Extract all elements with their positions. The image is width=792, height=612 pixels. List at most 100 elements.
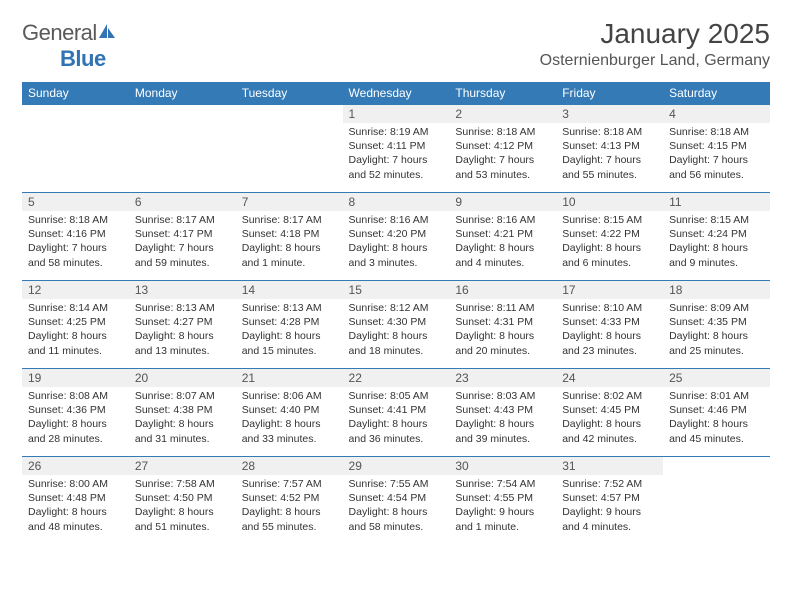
day-info-line: Sunrise: 8:11 AM — [455, 301, 550, 315]
day-info-line: Daylight: 8 hours — [28, 417, 123, 431]
day-info-line: and 42 minutes. — [562, 432, 657, 446]
day-info-line: Sunset: 4:33 PM — [562, 315, 657, 329]
day-info-line: and 58 minutes. — [28, 256, 123, 270]
day-number: 13 — [129, 281, 236, 299]
day-info-line: and 25 minutes. — [669, 344, 764, 358]
day-info: Sunrise: 8:16 AMSunset: 4:20 PMDaylight:… — [343, 211, 450, 274]
day-info-line: and 4 minutes. — [455, 256, 550, 270]
day-info: Sunrise: 8:16 AMSunset: 4:21 PMDaylight:… — [449, 211, 556, 274]
day-info-line: Sunset: 4:12 PM — [455, 139, 550, 153]
day-number: 15 — [343, 281, 450, 299]
day-info-line: Sunset: 4:18 PM — [242, 227, 337, 241]
day-info-line: Daylight: 8 hours — [562, 329, 657, 343]
day-info-line: Sunset: 4:45 PM — [562, 403, 657, 417]
day-number: 17 — [556, 281, 663, 299]
day-cell: 29Sunrise: 7:55 AMSunset: 4:54 PMDayligh… — [343, 457, 450, 545]
month-title: January 2025 — [540, 18, 770, 50]
day-info-line: and 1 minute. — [242, 256, 337, 270]
day-info-line: Daylight: 7 hours — [349, 153, 444, 167]
day-info-line: Sunset: 4:57 PM — [562, 491, 657, 505]
day-cell: 2Sunrise: 8:18 AMSunset: 4:12 PMDaylight… — [449, 105, 556, 193]
day-info-line: and 3 minutes. — [349, 256, 444, 270]
day-info-line: and 45 minutes. — [669, 432, 764, 446]
day-number: 4 — [663, 105, 770, 123]
day-info-line: Sunrise: 8:18 AM — [28, 213, 123, 227]
week-row: 26Sunrise: 8:00 AMSunset: 4:48 PMDayligh… — [22, 457, 770, 545]
day-info-line: Daylight: 8 hours — [135, 505, 230, 519]
day-info-line: Sunrise: 8:01 AM — [669, 389, 764, 403]
day-cell — [129, 105, 236, 193]
day-info-line: and 1 minute. — [455, 520, 550, 534]
logo: General Blue — [22, 18, 117, 72]
day-info: Sunrise: 8:18 AMSunset: 4:13 PMDaylight:… — [556, 123, 663, 186]
day-info-line: Sunset: 4:55 PM — [455, 491, 550, 505]
day-info-line: Daylight: 8 hours — [455, 417, 550, 431]
day-info-line: Daylight: 8 hours — [242, 417, 337, 431]
day-number: 10 — [556, 193, 663, 211]
weekday-header: Sunday — [22, 82, 129, 105]
day-info-line: and 4 minutes. — [562, 520, 657, 534]
day-info: Sunrise: 8:13 AMSunset: 4:28 PMDaylight:… — [236, 299, 343, 362]
day-info-line: Sunrise: 7:55 AM — [349, 477, 444, 491]
day-info-line: and 33 minutes. — [242, 432, 337, 446]
day-info: Sunrise: 8:10 AMSunset: 4:33 PMDaylight:… — [556, 299, 663, 362]
day-cell: 9Sunrise: 8:16 AMSunset: 4:21 PMDaylight… — [449, 193, 556, 281]
day-number: 23 — [449, 369, 556, 387]
day-info-line: Daylight: 8 hours — [242, 241, 337, 255]
day-info: Sunrise: 8:11 AMSunset: 4:31 PMDaylight:… — [449, 299, 556, 362]
day-info-line: Sunset: 4:25 PM — [28, 315, 123, 329]
day-info-line: Daylight: 7 hours — [562, 153, 657, 167]
day-info: Sunrise: 7:55 AMSunset: 4:54 PMDaylight:… — [343, 475, 450, 538]
day-cell: 25Sunrise: 8:01 AMSunset: 4:46 PMDayligh… — [663, 369, 770, 457]
day-info: Sunrise: 8:02 AMSunset: 4:45 PMDaylight:… — [556, 387, 663, 450]
day-number: 3 — [556, 105, 663, 123]
day-number: 20 — [129, 369, 236, 387]
day-info-line: Sunrise: 8:17 AM — [135, 213, 230, 227]
day-cell — [22, 105, 129, 193]
sail-icon — [97, 22, 117, 40]
day-cell: 16Sunrise: 8:11 AMSunset: 4:31 PMDayligh… — [449, 281, 556, 369]
day-info-line: Sunset: 4:20 PM — [349, 227, 444, 241]
day-info-line: and 59 minutes. — [135, 256, 230, 270]
day-info: Sunrise: 8:03 AMSunset: 4:43 PMDaylight:… — [449, 387, 556, 450]
day-info-line: Sunset: 4:36 PM — [28, 403, 123, 417]
day-info-line: and 9 minutes. — [669, 256, 764, 270]
day-info-line: Sunset: 4:35 PM — [669, 315, 764, 329]
day-info-line: Sunrise: 8:18 AM — [562, 125, 657, 139]
day-number: 16 — [449, 281, 556, 299]
day-info-line: and 55 minutes. — [242, 520, 337, 534]
day-info-line: Sunrise: 8:00 AM — [28, 477, 123, 491]
day-cell: 28Sunrise: 7:57 AMSunset: 4:52 PMDayligh… — [236, 457, 343, 545]
day-info-line: Sunset: 4:50 PM — [135, 491, 230, 505]
day-info-line: Sunset: 4:11 PM — [349, 139, 444, 153]
day-info-line: Daylight: 8 hours — [242, 505, 337, 519]
day-info-line: Sunset: 4:13 PM — [562, 139, 657, 153]
day-cell: 20Sunrise: 8:07 AMSunset: 4:38 PMDayligh… — [129, 369, 236, 457]
day-info: Sunrise: 8:09 AMSunset: 4:35 PMDaylight:… — [663, 299, 770, 362]
day-info-line: Sunset: 4:15 PM — [669, 139, 764, 153]
day-info-line: and 23 minutes. — [562, 344, 657, 358]
day-info-line: Sunrise: 8:07 AM — [135, 389, 230, 403]
day-info-line: Sunrise: 8:15 AM — [562, 213, 657, 227]
day-info-line: Daylight: 8 hours — [349, 329, 444, 343]
day-info: Sunrise: 8:17 AMSunset: 4:17 PMDaylight:… — [129, 211, 236, 274]
day-cell: 3Sunrise: 8:18 AMSunset: 4:13 PMDaylight… — [556, 105, 663, 193]
day-number: 18 — [663, 281, 770, 299]
day-info-line: Sunrise: 8:18 AM — [455, 125, 550, 139]
day-info: Sunrise: 8:13 AMSunset: 4:27 PMDaylight:… — [129, 299, 236, 362]
day-info: Sunrise: 8:17 AMSunset: 4:18 PMDaylight:… — [236, 211, 343, 274]
day-number: 31 — [556, 457, 663, 475]
day-info-line: Sunrise: 8:08 AM — [28, 389, 123, 403]
day-number: 21 — [236, 369, 343, 387]
weekday-header: Monday — [129, 82, 236, 105]
day-number: 29 — [343, 457, 450, 475]
location: Osternienburger Land, Germany — [540, 52, 770, 70]
day-info-line: Daylight: 8 hours — [562, 417, 657, 431]
day-info-line: Sunrise: 8:14 AM — [28, 301, 123, 315]
weekday-header: Thursday — [449, 82, 556, 105]
day-info-line: and 13 minutes. — [135, 344, 230, 358]
day-info-line: Daylight: 8 hours — [669, 417, 764, 431]
day-info-line: and 56 minutes. — [669, 168, 764, 182]
day-info-line: Sunset: 4:21 PM — [455, 227, 550, 241]
day-info-line: Daylight: 8 hours — [349, 417, 444, 431]
